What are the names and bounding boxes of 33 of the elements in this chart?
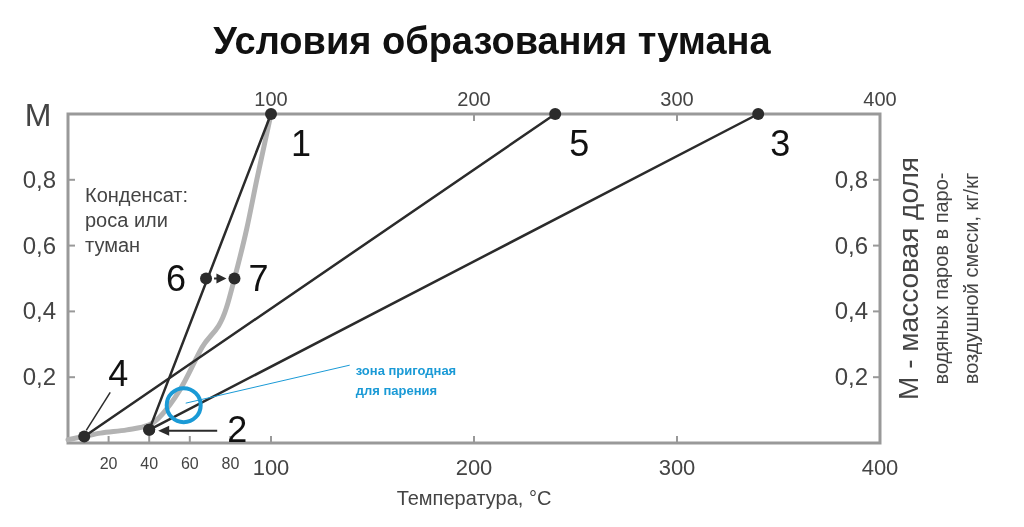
x-tick-label: 20 — [99, 455, 118, 472]
y-axis-title: M — [24, 97, 52, 133]
y-tick-label: 0,4 — [22, 297, 56, 325]
y-tick-label: 0,6 — [22, 231, 56, 259]
y2-tick-label: 0,6 — [834, 231, 868, 259]
x-tick-label: 300 — [658, 455, 696, 480]
x2-tick-label: 100 — [254, 88, 288, 110]
annotation: 6 — [166, 257, 187, 299]
annotation: 5 — [569, 123, 590, 164]
annotation: зона пригодная для парения — [355, 363, 457, 399]
y2-tick-label: 0,2 — [834, 363, 868, 391]
x-tick-label: 200 — [455, 455, 493, 480]
x-tick-label: 60 — [180, 455, 199, 472]
x2-tick-label: 400 — [863, 88, 897, 110]
x-tick-label: 40 — [140, 455, 159, 472]
y-tick-label: 0,2 — [22, 363, 56, 391]
annotation: 7 — [248, 257, 269, 299]
annotation: Конденсат: роса или туман — [85, 184, 189, 256]
x-axis-title: Температура, °C — [396, 487, 552, 509]
y-tick-label: 0,8 — [22, 165, 56, 193]
y2-axis-title: M - массовая доля водяных паров в паро-воздушной смеси, кг/кг — [893, 157, 982, 400]
annotation: 2 — [227, 408, 248, 450]
x2-tick-label: 300 — [660, 88, 694, 110]
annotation: 4 — [108, 353, 129, 395]
y2-tick-label: 0,4 — [834, 297, 868, 325]
x-tick-label: 100 — [252, 455, 290, 480]
y2-tick-label: 0,8 — [834, 165, 868, 193]
chart-title: Условия образования тумана — [213, 20, 772, 62]
annotation: 3 — [770, 123, 791, 164]
x-tick-label: 80 — [221, 455, 240, 472]
x2-tick-label: 200 — [457, 88, 491, 110]
annotation: 1 — [291, 123, 312, 164]
x-tick-label: 400 — [861, 455, 899, 480]
